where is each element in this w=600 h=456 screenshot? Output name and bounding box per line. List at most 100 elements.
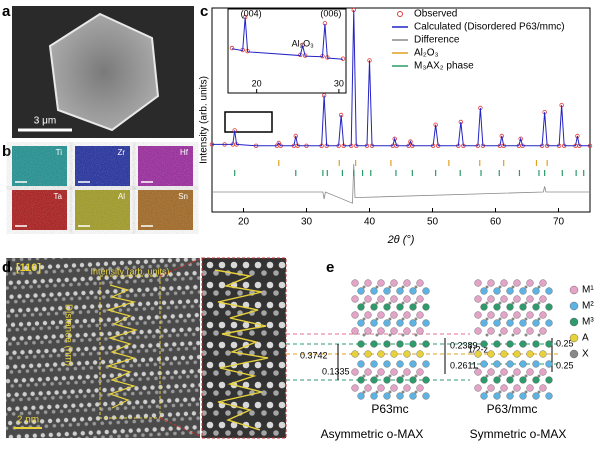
atom: [487, 327, 495, 335]
atom-x: [414, 390, 418, 394]
atom-x: [498, 374, 502, 378]
atom-x: [498, 285, 502, 289]
atom-x: [401, 317, 405, 321]
atom: [480, 376, 488, 384]
atom: [409, 392, 417, 400]
atom-x: [485, 301, 489, 305]
element-label: Zr: [117, 148, 125, 157]
atom: [383, 360, 391, 368]
panel-d: Intensity (arb. units) Distance (nm) [11…: [2, 257, 287, 439]
atom: [532, 392, 540, 400]
atom: [351, 368, 359, 376]
element-label: Ta: [54, 192, 63, 201]
atom: [487, 368, 495, 376]
space-group: P63/mmc: [487, 402, 538, 416]
atom: [396, 376, 404, 384]
legend-marker: [569, 285, 579, 295]
atom: [493, 319, 501, 327]
legend-label: M₃AX₂ phase: [414, 61, 474, 72]
atom: [513, 311, 521, 319]
distance: 0.25: [556, 338, 574, 348]
atom-x: [375, 317, 379, 321]
atom-x: [414, 333, 418, 337]
atom: [493, 360, 501, 368]
difference-line: [212, 163, 590, 204]
atom-x: [537, 301, 541, 305]
eds-noise: [12, 190, 67, 230]
atom: [526, 311, 534, 319]
atom: [364, 327, 372, 335]
atom: [396, 303, 404, 311]
atom: [416, 384, 424, 392]
atom: [532, 376, 540, 384]
element-label: Sn: [178, 192, 188, 201]
atom: [480, 319, 488, 327]
atom-x: [375, 301, 379, 305]
atom: [403, 384, 411, 392]
atom: [487, 311, 495, 319]
atom-x: [511, 285, 515, 289]
atom: [416, 295, 424, 303]
atom-x: [511, 317, 515, 321]
atom: [474, 350, 482, 358]
atom: [416, 350, 424, 358]
atom: [545, 340, 553, 348]
zoom-box: [224, 111, 273, 133]
atom: [487, 350, 495, 358]
atom: [539, 279, 547, 287]
atom: [351, 350, 359, 358]
atom: [396, 319, 404, 327]
atom: [545, 376, 553, 384]
atom: [480, 340, 488, 348]
atom-x: [362, 390, 366, 394]
distance: 0.2611: [450, 360, 477, 370]
atom: [513, 384, 521, 392]
calculated-line: [212, 9, 590, 147]
distance: 0.3742: [300, 350, 328, 360]
atom: [396, 360, 404, 368]
atom-x: [388, 333, 392, 337]
atom: [357, 319, 365, 327]
atom: [377, 279, 385, 287]
atom: [409, 360, 417, 368]
inset-annotation: (004): [241, 8, 262, 18]
legend-marker: [569, 301, 579, 311]
atom: [513, 279, 521, 287]
atom: [493, 287, 501, 295]
atom: [364, 368, 372, 376]
atom: [532, 340, 540, 348]
atom: [370, 360, 378, 368]
atom-x: [375, 333, 379, 337]
atom-x: [537, 317, 541, 321]
legend-label: M¹: [582, 285, 594, 296]
atom-x: [414, 374, 418, 378]
atom: [383, 319, 391, 327]
atom-x: [414, 285, 418, 289]
atom: [519, 319, 527, 327]
atom: [416, 311, 424, 319]
atom: [513, 368, 521, 376]
atom: [506, 376, 514, 384]
atom: [422, 392, 430, 400]
atom: [480, 360, 488, 368]
atom-x: [375, 390, 379, 394]
atom: [390, 279, 398, 287]
atom: [493, 392, 501, 400]
legend-marker: [569, 317, 579, 327]
profile-box: [99, 275, 161, 419]
atom: [539, 327, 547, 335]
observed-point: [408, 139, 413, 144]
atom: [474, 295, 482, 303]
atom: [532, 319, 540, 327]
atom: [383, 392, 391, 400]
atom: [500, 327, 508, 335]
element-label: Al: [118, 192, 125, 201]
distance: 0.2389: [450, 340, 478, 350]
atom-x: [498, 301, 502, 305]
atom: [422, 287, 430, 295]
inset-tick-label: 30: [334, 78, 344, 88]
inset-observed-point: [229, 45, 235, 51]
atom: [351, 311, 359, 319]
atom: [487, 295, 495, 303]
atom-x: [498, 390, 502, 394]
